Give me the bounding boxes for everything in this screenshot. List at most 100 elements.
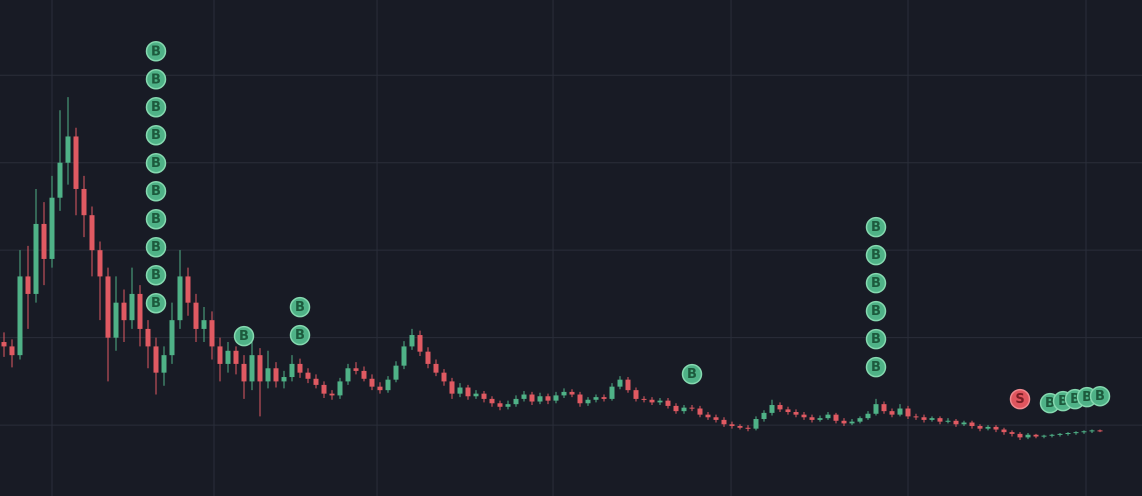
candle-body xyxy=(937,418,943,422)
candle-body xyxy=(777,405,783,410)
candle-body xyxy=(1009,432,1015,434)
candle-body xyxy=(921,417,927,420)
candle-body xyxy=(553,395,559,401)
candle-body xyxy=(273,368,279,382)
candle-body xyxy=(417,335,423,352)
candle-body xyxy=(105,276,111,338)
signal-marker xyxy=(289,296,311,318)
candle-body xyxy=(217,346,223,364)
candle-body xyxy=(857,418,863,422)
candle-body xyxy=(721,419,727,425)
signal-label: B xyxy=(295,300,305,315)
candle-body xyxy=(393,365,399,380)
candle-body xyxy=(745,427,751,429)
candle-body xyxy=(489,398,495,404)
signal-label: B xyxy=(1095,389,1105,404)
signal-label: B xyxy=(1082,390,1092,405)
signal-label: B xyxy=(151,184,161,199)
candle-body xyxy=(729,424,735,427)
signal-label: B xyxy=(151,128,161,143)
candle-body xyxy=(881,404,887,412)
candle-body xyxy=(737,426,743,428)
signal-label: B xyxy=(1045,396,1055,411)
candle-body xyxy=(249,355,255,382)
candle-body xyxy=(793,412,799,415)
candle-body xyxy=(441,372,447,382)
candle-body xyxy=(153,346,159,373)
candle-body xyxy=(585,399,591,404)
candle-body xyxy=(905,408,911,417)
candle-body xyxy=(225,350,231,364)
candle-body xyxy=(113,302,119,338)
signal-marker xyxy=(1089,385,1111,407)
candle-body xyxy=(889,411,895,415)
candle-body xyxy=(993,426,999,430)
candle-body xyxy=(673,405,679,412)
candle-body xyxy=(145,328,151,347)
candle-body xyxy=(1049,434,1055,436)
candle-body xyxy=(345,368,351,382)
candle-body xyxy=(513,398,519,405)
candle-body xyxy=(769,405,775,413)
candle-body xyxy=(689,407,695,409)
candle-body xyxy=(401,346,407,366)
signal-label: B xyxy=(151,100,161,115)
candle-body xyxy=(433,363,439,373)
candle-body xyxy=(241,363,247,382)
candle-body xyxy=(409,335,415,347)
candle-body xyxy=(665,400,671,406)
candle-body xyxy=(473,393,479,397)
candle-body xyxy=(1073,432,1079,434)
signal-label: B xyxy=(295,328,305,343)
signal-label: B xyxy=(151,268,161,283)
signal-marker xyxy=(145,124,167,146)
candle-body xyxy=(49,197,55,259)
candle-body xyxy=(761,412,767,420)
candle-body xyxy=(121,302,127,321)
candle-body xyxy=(1025,434,1031,438)
candle-body xyxy=(929,418,935,420)
signal-marker xyxy=(681,363,703,385)
candle-body xyxy=(425,351,431,364)
candle-body xyxy=(1033,434,1039,437)
candle-body xyxy=(833,414,839,421)
signal-label: B xyxy=(871,276,881,291)
candle-body xyxy=(193,302,199,329)
signal-marker xyxy=(145,264,167,286)
candle-body xyxy=(321,384,327,394)
candle-body xyxy=(209,320,215,347)
candle-body xyxy=(17,276,23,356)
candle-body xyxy=(529,394,535,402)
candle-body xyxy=(953,420,959,425)
candle-body xyxy=(265,368,271,382)
candle-body xyxy=(1089,430,1095,432)
signal-label: B xyxy=(151,44,161,59)
candle-body xyxy=(233,350,239,364)
signal-label: S xyxy=(1015,392,1024,407)
candle-body xyxy=(9,346,15,356)
signal-label: B xyxy=(871,248,881,263)
candle-body xyxy=(377,386,383,391)
signal-marker xyxy=(865,216,887,238)
candle-body xyxy=(641,398,647,400)
candle-body xyxy=(505,404,511,407)
candle-body xyxy=(81,188,87,216)
candle-body xyxy=(97,250,103,277)
candle-body xyxy=(697,408,703,415)
candle-body xyxy=(89,215,95,251)
candle-body xyxy=(281,377,287,382)
candle-body xyxy=(713,417,719,420)
candle-body xyxy=(569,391,575,395)
signal-label: B xyxy=(687,367,697,382)
signal-marker xyxy=(865,356,887,378)
candle-body xyxy=(169,320,175,356)
signal-label: B xyxy=(151,296,161,311)
signal-marker xyxy=(145,41,167,62)
signal-label: B xyxy=(1058,394,1068,409)
candle-body xyxy=(129,293,135,321)
candle-body xyxy=(385,379,391,391)
candle-body xyxy=(449,381,455,394)
candle-body xyxy=(985,426,991,429)
